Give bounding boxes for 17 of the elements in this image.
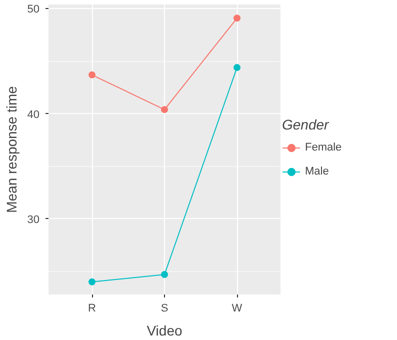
legend-label: Male xyxy=(305,166,329,178)
point xyxy=(234,14,240,22)
point xyxy=(88,278,96,286)
y-axis-title: Mean response time xyxy=(3,86,20,213)
legend-label: Female xyxy=(305,142,342,154)
legend-title: Gender xyxy=(282,116,330,132)
point xyxy=(234,64,240,72)
y-tick-label: 30 xyxy=(27,214,40,226)
point xyxy=(88,71,96,78)
point xyxy=(161,106,168,114)
point xyxy=(161,271,168,278)
y-tick-label: 50 xyxy=(27,4,40,16)
y-tick-label: 40 xyxy=(27,108,40,121)
x-tick-label: R xyxy=(88,302,96,314)
x-tick-label: W xyxy=(232,302,243,314)
x-tick-label: S xyxy=(160,302,168,314)
x-axis-title: Video xyxy=(146,322,182,338)
